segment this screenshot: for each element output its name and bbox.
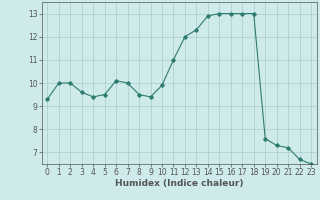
X-axis label: Humidex (Indice chaleur): Humidex (Indice chaleur): [115, 179, 244, 188]
